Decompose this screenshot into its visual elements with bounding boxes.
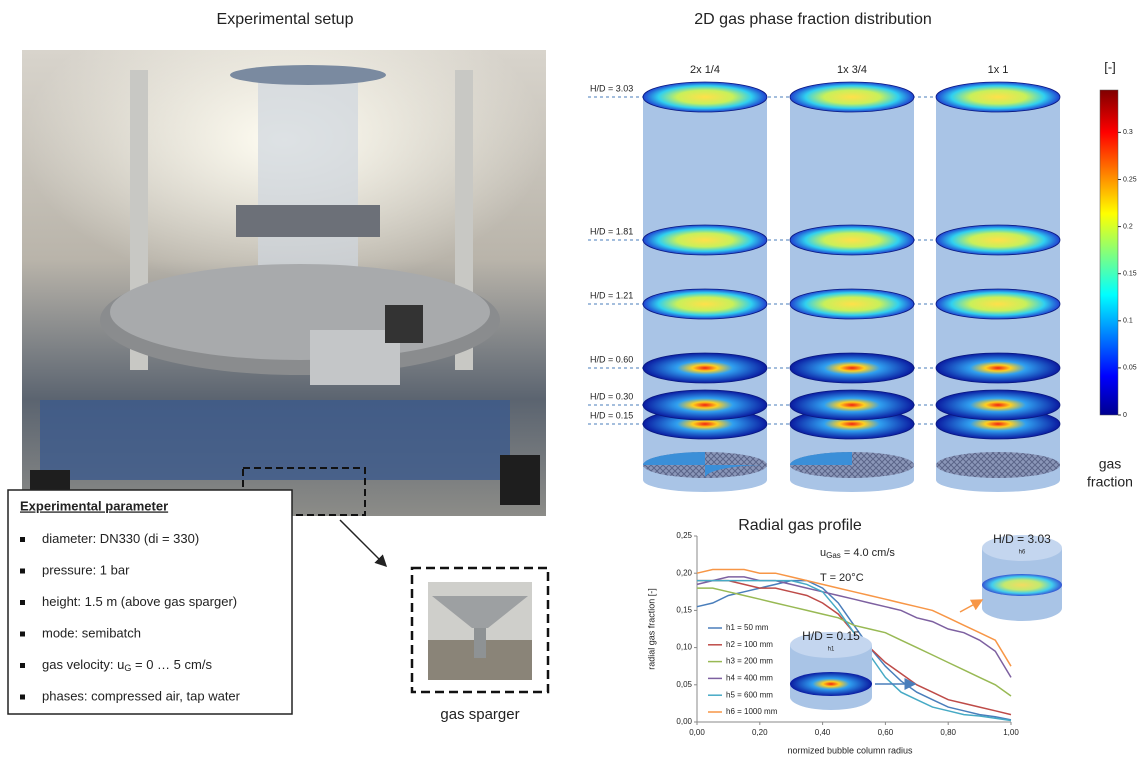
level-label: H/D = 1.21	[590, 290, 633, 300]
inset-top: H/D = 3.03 h6	[982, 532, 1062, 621]
x-tick-label: 0,60	[878, 728, 894, 737]
colorbar-tick-label: 0.25	[1123, 176, 1137, 183]
colorbar-tick-label: 0.05	[1123, 365, 1137, 372]
text: mode: semibatch	[42, 626, 141, 641]
chart-title: Radial gas profile	[738, 517, 862, 534]
setup-photo	[22, 50, 546, 516]
bullet	[20, 537, 25, 542]
y-tick-label: 0,25	[676, 531, 692, 540]
inset-sublabel: h1	[828, 647, 835, 653]
x-tick-label: 0,20	[752, 728, 768, 737]
y-tick-label: 0,15	[676, 606, 692, 615]
phase-disc	[936, 82, 1060, 112]
phase-disc	[790, 289, 914, 319]
level-label: H/D = 0.60	[590, 354, 633, 364]
x-tick-label: 0,40	[815, 728, 831, 737]
bullet	[20, 695, 25, 700]
subscript: Gas	[826, 551, 841, 560]
text: pressure: 1 bar	[42, 563, 130, 578]
phase-disc	[936, 225, 1060, 255]
text: = 4.0 cm/s	[841, 547, 896, 559]
legend-label: h4 = 400 mm	[726, 674, 773, 683]
bullet	[20, 600, 25, 605]
x-tick-label: 0,80	[940, 728, 956, 737]
level-label: H/D = 0.15	[590, 410, 633, 420]
column-label: 2x 1/4	[690, 64, 720, 76]
parameter-item: phases: compressed air, tap water	[42, 689, 241, 704]
inset-label: H/D = 0.15	[802, 629, 860, 643]
phase-disc	[790, 225, 914, 255]
legend-label: h1 = 50 mm	[726, 623, 769, 632]
legend-label: h5 = 600 mm	[726, 690, 773, 699]
column-label: 1x 1	[988, 64, 1009, 76]
arrow	[340, 520, 386, 566]
bullet	[20, 663, 25, 668]
y-tick-label: 0,10	[676, 643, 692, 652]
colorbar-tick-label: 0	[1123, 412, 1127, 419]
x-tick-label: 1,00	[1003, 728, 1019, 737]
level-label: H/D = 0.30	[590, 391, 633, 401]
subscript: G	[124, 663, 131, 673]
inset-sublabel: h6	[1019, 550, 1026, 556]
text: phases: compressed air, tap water	[42, 689, 241, 704]
colorbar-tick-label: 0.1	[1123, 318, 1133, 325]
parameter-item: mode: semibatch	[42, 626, 141, 641]
arrow	[960, 600, 982, 612]
colorbar	[1100, 90, 1118, 415]
sparger-photo	[412, 568, 548, 692]
phase-disc	[643, 225, 767, 255]
inset-bottom: H/D = 0.15 h1	[790, 629, 872, 710]
y-tick-label: 0,05	[676, 680, 692, 689]
level-label: H/D = 3.03	[590, 83, 633, 93]
legend-label: h2 = 100 mm	[726, 640, 773, 649]
legend-label: h6 = 1000 mm	[726, 707, 778, 716]
temperature-annotation: T = 20°C	[820, 572, 864, 584]
colorbar-tick-label: 0.15	[1123, 271, 1137, 278]
colorbar-label: fraction	[1087, 474, 1133, 490]
level-label: H/D = 1.81	[590, 226, 633, 236]
poster: Experimental setup Experimental paramete…	[0, 0, 1144, 758]
bullet	[20, 632, 25, 637]
colorbar-label: gas	[1099, 456, 1122, 472]
column-label: 1x 3/4	[837, 64, 867, 76]
text: gas velocity: u	[42, 657, 124, 672]
colorbar-tick-label: 0.3	[1123, 129, 1133, 136]
y-tick-label: 0,00	[676, 717, 692, 726]
distribution-title: 2D gas phase fraction distribution	[694, 11, 931, 28]
text: height: 1.5 m (above gas sparger)	[42, 594, 237, 609]
x-tick-label: 0,00	[689, 728, 705, 737]
setup-title: Experimental setup	[217, 11, 354, 28]
inset-label: H/D = 3.03	[993, 532, 1051, 546]
phase-disc	[643, 390, 767, 420]
colorbar-tick-label: 0.2	[1123, 223, 1133, 230]
y-tick-label: 0,20	[676, 568, 692, 577]
parameter-item: pressure: 1 bar	[42, 563, 130, 578]
sparger-caption: gas sparger	[440, 706, 519, 723]
sparger-disc	[936, 452, 1060, 478]
phase-disc	[643, 353, 767, 383]
phase-disc	[790, 82, 914, 112]
phase-disc	[643, 289, 767, 319]
bullet	[20, 569, 25, 574]
text: = 0 … 5 cm/s	[131, 657, 212, 672]
y-axis-label: radial gas fraction [-]	[646, 588, 656, 670]
phase-disc	[936, 289, 1060, 319]
colorbar-unit: [-]	[1104, 59, 1116, 74]
text: diameter: DN330 (di = 330)	[42, 531, 199, 546]
parameter-item: height: 1.5 m (above gas sparger)	[42, 594, 237, 609]
phase-disc	[643, 82, 767, 112]
parameter-item: diameter: DN330 (di = 330)	[42, 531, 199, 546]
velocity-annotation: uGas = 4.0 cm/s	[820, 547, 895, 560]
phase-disc	[936, 390, 1060, 420]
legend-label: h3 = 200 mm	[726, 657, 773, 666]
parameter-box: Experimental parameter diameter: DN330 (…	[8, 490, 292, 714]
phase-disc	[790, 390, 914, 420]
phase-disc	[936, 353, 1060, 383]
parameter-title: Experimental parameter	[20, 498, 168, 513]
phase-disc	[790, 353, 914, 383]
x-axis-label: normized bubble column radius	[787, 745, 913, 755]
